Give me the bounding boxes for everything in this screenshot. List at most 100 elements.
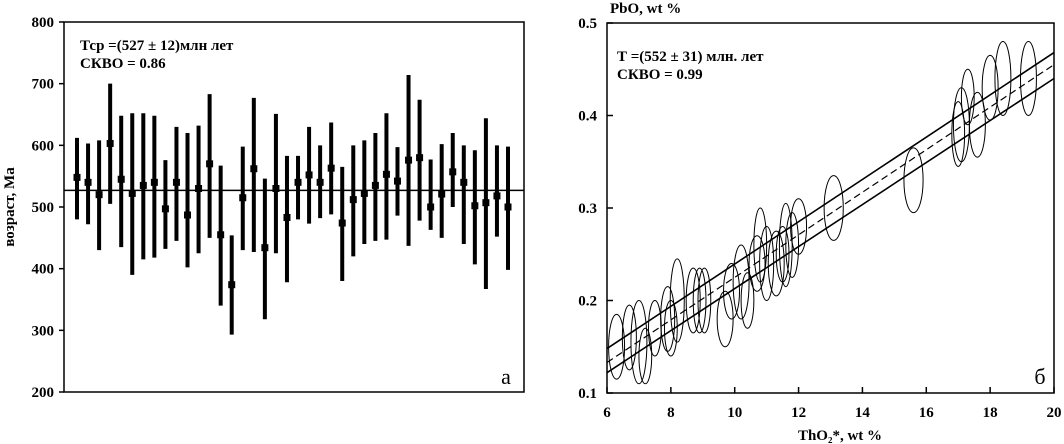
error-ellipse [669,258,685,343]
age-chart-y-axis-label: возраст, Ма [2,167,18,247]
isochron-lines [606,51,1055,374]
error-ellipse [790,198,808,255]
x-tick-label: 20 [1047,405,1062,421]
age-point [449,168,457,176]
isochron-x-axis-label: ThO₂*, wt % [798,428,882,444]
age-point [294,178,302,186]
error-ellipse [785,212,800,278]
isochron-ellipses [608,41,1037,385]
age-point [206,160,214,168]
age-point [382,170,390,178]
error-ellipse [767,230,785,297]
error-ellipse [638,327,653,385]
y-tick-label: 0.2 [578,294,597,310]
isochron-age-annotation: Т =(552 ± 31) млн. лет [617,49,764,65]
age-point [471,202,479,210]
age-point [239,194,247,202]
age-point [405,156,413,164]
age-point [95,191,103,199]
age-point [161,205,169,213]
age-point [217,231,225,239]
age-point [128,189,136,197]
error-ellipse [608,313,626,380]
age-point [371,181,379,189]
age-point [338,219,346,227]
x-tick-label: 6 [603,405,611,421]
isochron-line [606,64,1055,363]
error-ellipse [1019,41,1037,116]
age-chart-y-axis: 200 300 400 500 600 700 800 [32,15,64,401]
age-point [283,213,291,221]
x-tick-label: 18 [983,405,998,421]
error-ellipse [823,175,844,241]
isochron-y-axis-label: PbO, wt % [610,1,681,17]
error-ellipse [732,244,750,320]
age-point [427,203,435,211]
error-ellipse [740,272,755,329]
error-ellipse [960,68,975,126]
x-tick-label: 8 [667,405,675,421]
error-ellipse [621,304,637,371]
age-point [305,171,313,179]
y-tick-label: 0.1 [578,386,597,402]
age-point [504,203,512,211]
y-tick-label: 400 [32,262,55,278]
error-ellipse [968,91,986,158]
age-point [150,178,158,186]
age-point [349,196,357,204]
age-point [360,189,368,197]
error-ellipse [692,267,707,334]
age-point [184,211,192,219]
isochron-mswd-annotation: СКВО = 0.99 [617,67,703,83]
error-ellipse [630,300,648,385]
age-chart-marks [73,75,512,335]
age-point [261,244,269,252]
error-ellipse [994,41,1012,116]
age-point [117,175,125,183]
error-ellipse [697,267,712,334]
error-ellipse [648,300,662,357]
panel-label-b: б [1034,364,1045,389]
error-ellipse [748,235,766,292]
age-point [482,199,490,207]
y-tick-label: 0.4 [578,109,597,125]
y-tick-label: 600 [32,138,55,154]
error-ellipse [951,101,966,167]
age-point [460,178,468,186]
age-point [393,177,401,185]
x-tick-label: 10 [727,405,742,421]
age-point [106,139,114,147]
y-tick-label: 800 [32,15,55,31]
isochron-envelope-lower [606,77,1055,374]
y-tick-label: 300 [32,323,55,339]
error-ellipse [723,263,741,320]
age-point [272,185,280,192]
age-chart-panel: 200 300 400 500 600 700 800 возраст, Ма Тср =(… [2,15,525,401]
isochron-chart-panel: PbO, wt % ThO₂*, wt % 0.1 0.2 0.3 0.4 0.5 6 8 1… [578,1,1061,444]
age-point [316,178,324,186]
error-ellipse [759,226,775,301]
mean-age-annotation: Тср =(527 ± 12)млн лет [80,38,234,54]
x-tick-label: 16 [919,405,935,421]
age-point [84,178,92,186]
error-ellipse [903,147,924,214]
age-point [73,173,81,181]
age-point [493,192,501,200]
age-point [228,281,236,289]
age-point [327,164,335,172]
error-ellipse [663,300,678,357]
panel-label-a: а [501,364,511,389]
mswd-annotation: СКВО = 0.86 [80,56,166,72]
age-point [195,185,203,192]
age-point [438,190,446,198]
y-tick-label: 0.5 [578,16,597,32]
isochron-axes: 0.1 0.2 0.3 0.4 0.5 6 8 10 12 14 16 18 20 [578,16,1061,421]
error-ellipse [685,267,701,334]
age-point [250,165,258,173]
y-tick-label: 0.3 [578,201,597,217]
x-tick-label: 14 [855,405,871,421]
x-tick-label: 12 [791,405,806,421]
age-point [416,154,424,162]
y-tick-label: 500 [32,200,55,216]
